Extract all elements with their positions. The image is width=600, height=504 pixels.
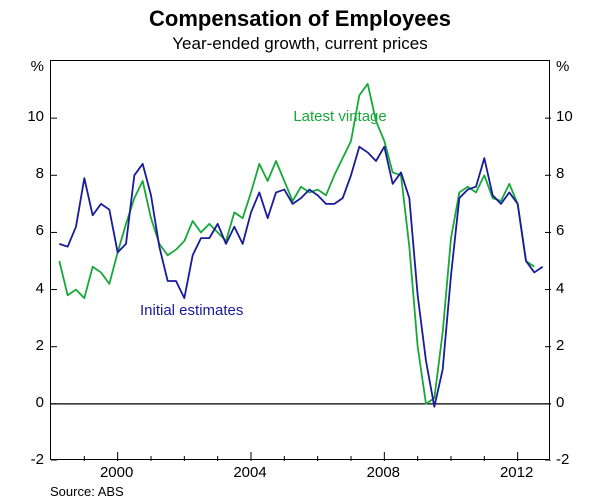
y-unit-right: % [556, 58, 569, 75]
source-label: Source: ABS [50, 484, 124, 499]
y-tick-right: 2 [556, 337, 564, 354]
y-tick-left: 2 [12, 337, 44, 354]
x-tick-label: 2004 [225, 464, 275, 481]
chart-subtitle: Year-ended growth, current prices [0, 34, 600, 54]
y-tick-left: -2 [12, 451, 44, 468]
y-tick-right: 8 [556, 165, 564, 182]
y-tick-left: 10 [12, 108, 44, 125]
chart-title: Compensation of Employees [0, 6, 600, 32]
y-tick-right: 0 [556, 394, 564, 411]
y-unit-left: % [22, 58, 44, 75]
y-tick-right: 6 [556, 222, 564, 239]
y-tick-right: 10 [556, 108, 573, 125]
y-tick-right: 4 [556, 280, 564, 297]
x-tick-label: 2012 [492, 464, 542, 481]
y-tick-left: 0 [12, 394, 44, 411]
series-label: Initial estimates [140, 302, 243, 319]
y-tick-left: 4 [12, 280, 44, 297]
x-tick-label: 2000 [92, 464, 142, 481]
series-label: Latest vintage [293, 108, 386, 125]
chart-container: Compensation of Employees Year-ended gro… [0, 0, 600, 504]
y-tick-right: -2 [556, 451, 569, 468]
x-tick-label: 2008 [358, 464, 408, 481]
y-tick-left: 6 [12, 222, 44, 239]
y-tick-left: 8 [12, 165, 44, 182]
